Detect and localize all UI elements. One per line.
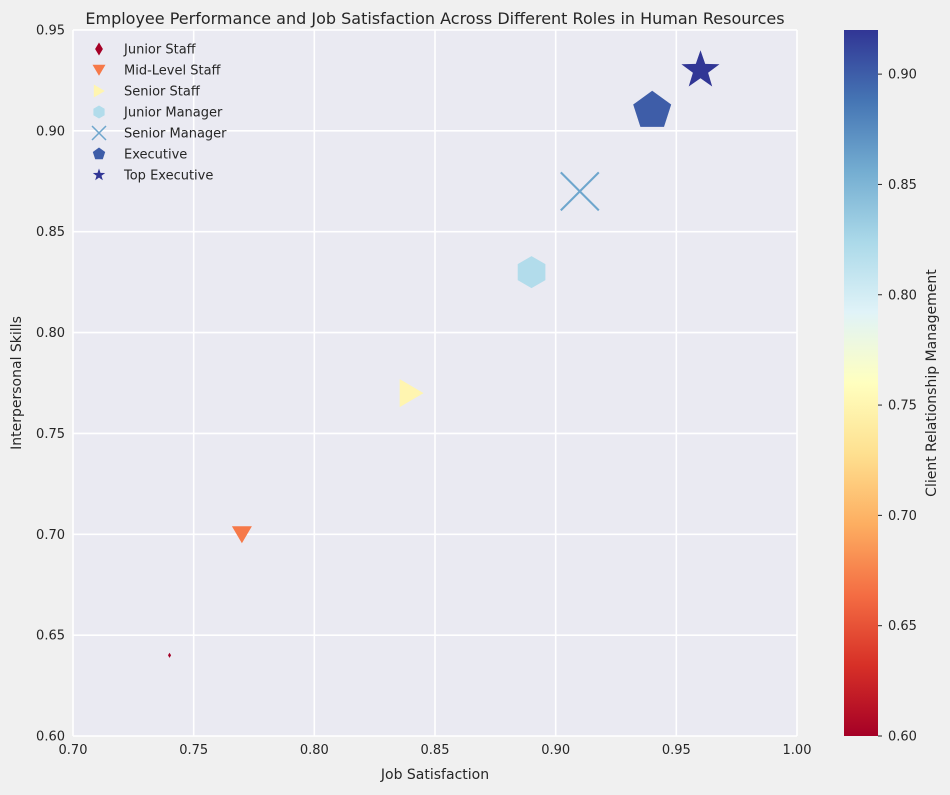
x-axis-label: Job Satisfaction: [380, 767, 489, 783]
colorbar-tick-label: 0.80: [888, 288, 917, 303]
legend-label: Junior Manager: [123, 106, 223, 121]
x-tick-label: 0.95: [662, 743, 691, 758]
legend-marker: [91, 125, 107, 141]
x-tick-label: 0.80: [300, 743, 329, 758]
colorbar-tick-label: 0.70: [888, 509, 917, 524]
legend-marker: [93, 105, 105, 119]
data-markers: [168, 50, 720, 658]
legend-label: Mid-Level Staff: [124, 64, 222, 79]
x-tick-label: 1.00: [783, 743, 812, 758]
data-point: [681, 50, 720, 87]
legend-marker: [92, 64, 106, 76]
legend-label: Top Executive: [123, 169, 213, 184]
legend-marker-stroke: [91, 125, 107, 141]
grid-lines: [72, 29, 798, 737]
colorbar-tick-label: 0.60: [888, 730, 917, 745]
y-tick-label: 0.75: [36, 427, 65, 442]
y-tick-label: 0.65: [36, 629, 65, 644]
chart-title: Employee Performance and Job Satisfactio…: [85, 9, 784, 28]
legend-label: Senior Staff: [124, 85, 201, 100]
data-point: [399, 379, 424, 408]
data-point: [231, 526, 252, 544]
x-tick-label: 0.70: [59, 743, 88, 758]
colorbar-tick-label: 0.75: [888, 399, 917, 414]
legend-marker: [93, 84, 105, 98]
y-tick-label: 0.95: [36, 24, 65, 39]
legend-label: Junior Staff: [123, 43, 197, 58]
colorbar-ticks: 0.60 0.65 0.70 0.75 0.80 0.85 0.90: [878, 68, 917, 745]
y-tick-label: 0.85: [36, 225, 65, 240]
y-tick-label: 0.70: [36, 528, 65, 543]
y-tick-label: 0.60: [36, 730, 65, 745]
legend-marker: [92, 168, 106, 181]
legend-label: Executive: [124, 148, 187, 163]
axis-ticks: 0.70 0.75 0.80 0.85 0.90 0.95 1.00 0.60 0.65 0.70…: [36, 24, 811, 759]
legend: Junior Staff Mid-Level Staff Senior Staff J…: [91, 42, 227, 184]
colorbar-label: Client Relationship Management: [924, 269, 940, 497]
legend-marker: [95, 42, 103, 56]
colorbar-tick-label: 0.65: [888, 619, 917, 634]
x-tick-label: 0.75: [179, 743, 208, 758]
y-tick-label: 0.80: [36, 326, 65, 341]
data-point: [517, 256, 546, 289]
data-point: [168, 652, 172, 658]
legend-marker: [92, 147, 106, 160]
legend-label: Senior Manager: [124, 127, 227, 142]
x-tick-label: 0.85: [421, 743, 450, 758]
y-axis-label: Interpersonal Skills: [9, 316, 25, 450]
colorbar-tick-label: 0.90: [888, 68, 917, 83]
y-tick-label: 0.90: [36, 124, 65, 139]
data-point-stroke: [560, 171, 600, 212]
colorbar-tick-label: 0.85: [888, 178, 917, 193]
x-tick-label: 0.90: [541, 743, 570, 758]
colorbar: [844, 30, 878, 736]
data-point: [560, 171, 600, 212]
data-point: [633, 90, 672, 127]
